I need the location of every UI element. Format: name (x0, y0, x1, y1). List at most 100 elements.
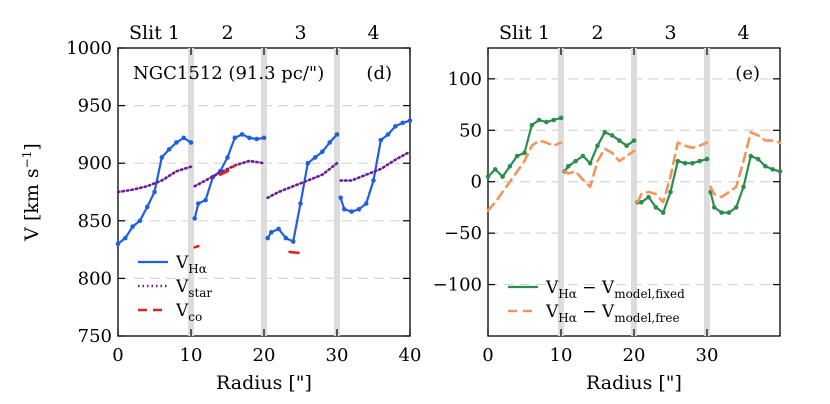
series-point (566, 163, 571, 169)
panel-e-label: (e) (735, 63, 760, 84)
series-line (193, 133, 266, 220)
y-tick-label: 800 (78, 268, 112, 289)
slit-label: 2 (221, 22, 233, 44)
x-tick-label: 10 (180, 345, 203, 366)
series-point (697, 158, 702, 164)
series-point (334, 132, 340, 137)
series-point (276, 226, 281, 232)
x-tick-label: 40 (399, 345, 422, 366)
series-point (624, 143, 629, 149)
panel-d-xlabel: Radius ["] (216, 372, 312, 394)
slit-label: 4 (737, 22, 749, 44)
series-point (763, 163, 768, 169)
panel-e: 0 10 20 30 −100 −50 0 50 100 Slit 1 2 3 4 (e) Radiu… (433, 22, 783, 394)
slit-boundary-bar (188, 48, 194, 336)
series-point (269, 230, 274, 235)
series-point (712, 205, 717, 210)
slit-label: 3 (294, 22, 306, 44)
series-line (288, 250, 302, 255)
x-tick-label: 20 (253, 345, 276, 366)
series-point (770, 167, 775, 172)
series-point (580, 153, 586, 159)
legend-label: Vstar (175, 277, 212, 300)
series-point (690, 160, 695, 166)
series-line (339, 150, 412, 182)
series-point (174, 140, 179, 145)
panel-d-ylabel-sup: −1 (20, 151, 34, 169)
series-point (675, 158, 681, 164)
series-line (563, 147, 636, 189)
series-point (668, 189, 673, 195)
y-tick-label: 1000 (66, 38, 112, 59)
series-point (741, 184, 746, 190)
legend-label-sub2: model,fixed (614, 287, 685, 301)
y-tick-label: −100 (433, 275, 482, 296)
series-point (500, 174, 505, 179)
series-point (123, 235, 128, 241)
series-point (653, 205, 659, 210)
series-point (130, 224, 135, 229)
x-tick-label: 30 (696, 345, 719, 366)
legend-label: VHα − Vmodel,free (545, 302, 680, 325)
x-tick-label: 0 (482, 345, 493, 366)
series-point (239, 132, 245, 137)
series-point (704, 156, 710, 162)
panel-d-series (115, 118, 413, 255)
series-point (166, 147, 172, 152)
legend-label-minus: − V (577, 278, 615, 298)
panel-d-annotation: NGC1512 (91.3 pc/") (133, 63, 324, 84)
y-tick-label: 0 (471, 172, 482, 193)
legend-label-sub: star (188, 286, 212, 300)
legend-label-sub2: model,free (614, 311, 679, 325)
series-point (646, 194, 651, 200)
series-line (193, 244, 200, 249)
y-tick-label: 750 (78, 326, 112, 347)
series-point (378, 137, 384, 143)
slit-label: 3 (664, 22, 676, 44)
series-line (709, 131, 782, 199)
series-line (218, 164, 237, 176)
panel-d-label: (d) (366, 63, 392, 84)
slit-label: Slit 1 (129, 22, 180, 44)
slit-label: Slit 1 (499, 22, 550, 44)
slit-label: 2 (591, 22, 603, 44)
legend-label-sub: co (188, 310, 202, 324)
series-point (283, 235, 289, 241)
y-tick-label: 900 (78, 153, 112, 174)
series-point (755, 156, 761, 162)
series-point (639, 199, 644, 205)
series-point (733, 205, 739, 210)
series-point (726, 210, 732, 215)
slit-boundary-bar (704, 48, 710, 336)
series-point (203, 197, 208, 203)
series-point (551, 117, 556, 123)
series-point (371, 178, 376, 183)
series-point (529, 122, 535, 128)
series-point (393, 124, 398, 129)
series-point (385, 132, 391, 137)
series-point (682, 160, 688, 166)
y-tick-label: 950 (78, 96, 112, 117)
series-point (356, 206, 362, 212)
legend-label-main: V (175, 301, 189, 321)
slit-boundary-bar (631, 48, 637, 336)
series-point (587, 160, 593, 166)
series-point (305, 160, 311, 166)
x-tick-label: 10 (550, 345, 573, 366)
slit-boundary-bar (558, 48, 564, 336)
series-point (493, 167, 498, 172)
series-point (338, 195, 343, 201)
slit-label: 4 (367, 22, 379, 44)
series-point (312, 155, 318, 160)
series-line (636, 141, 709, 204)
series-point (196, 201, 201, 206)
panel-d-ylabel: V [km s−1] (20, 143, 43, 242)
slit-boundary-bar (261, 48, 267, 336)
series-point (514, 153, 520, 159)
series-point (748, 153, 754, 159)
series-point (485, 174, 491, 179)
series-point (254, 136, 259, 142)
panel-e-xlabel: Radius ["] (586, 372, 682, 394)
